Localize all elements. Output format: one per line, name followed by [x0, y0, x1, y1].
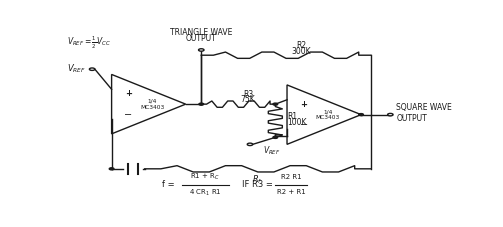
Text: +: +: [125, 89, 132, 98]
Text: R2 + R1: R2 + R1: [277, 189, 305, 195]
Circle shape: [273, 136, 278, 138]
Text: $V_{REF}$: $V_{REF}$: [263, 144, 280, 157]
Circle shape: [388, 114, 393, 116]
Text: 100K: 100K: [287, 118, 306, 127]
Circle shape: [247, 143, 253, 146]
Circle shape: [90, 68, 95, 70]
Circle shape: [273, 103, 278, 105]
Text: OUTPUT: OUTPUT: [186, 34, 217, 43]
Circle shape: [199, 103, 204, 105]
Text: $R_f$: $R_f$: [253, 173, 263, 185]
Circle shape: [199, 49, 204, 51]
Circle shape: [109, 168, 114, 170]
Text: R2 R1: R2 R1: [281, 174, 301, 180]
Text: 1/4
MC3403: 1/4 MC3403: [316, 109, 340, 120]
Text: R3: R3: [243, 90, 253, 99]
Text: R1: R1: [287, 112, 297, 121]
Text: OUTPUT: OUTPUT: [396, 114, 427, 123]
Text: f =: f =: [162, 180, 175, 189]
Text: $V_{REF} = \frac{1}{2} V_{CC}$: $V_{REF} = \frac{1}{2} V_{CC}$: [67, 35, 111, 51]
Text: 75K: 75K: [240, 95, 256, 104]
Text: −: −: [300, 120, 308, 130]
Text: R1 + R$_C$: R1 + R$_C$: [190, 172, 220, 182]
Circle shape: [359, 114, 364, 116]
Text: IF R3 =: IF R3 =: [242, 180, 273, 189]
Text: $V_{REF}$: $V_{REF}$: [67, 63, 86, 75]
Text: R2: R2: [297, 41, 307, 50]
Text: −: −: [124, 110, 132, 120]
Text: +: +: [300, 100, 307, 109]
Text: 1/4
MC3403: 1/4 MC3403: [140, 99, 164, 110]
Text: TRIANGLE WAVE: TRIANGLE WAVE: [170, 28, 232, 37]
Text: SQUARE WAVE: SQUARE WAVE: [396, 103, 452, 112]
Text: 300K: 300K: [292, 47, 311, 56]
Text: 4 CR$_1$ R1: 4 CR$_1$ R1: [189, 187, 221, 197]
